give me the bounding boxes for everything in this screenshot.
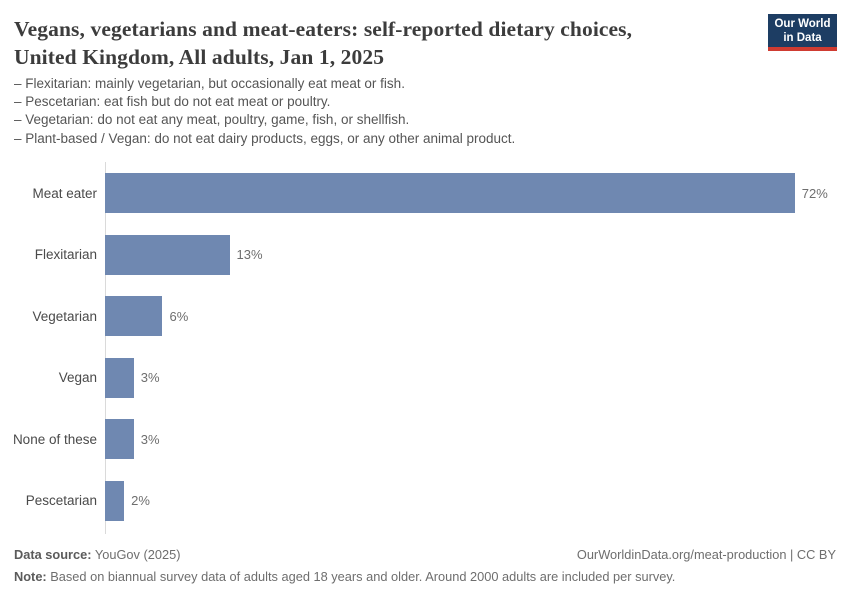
chart-subtitle: – Flexitarian: mainly vegetarian, but oc… <box>14 75 794 148</box>
footer-line-1: Data source: YouGov (2025) OurWorldinDat… <box>14 546 836 563</box>
value-label: 6% <box>169 308 189 324</box>
data-source-label: Data source: <box>14 547 92 562</box>
footer-note: Note: Based on biannual survey data of a… <box>14 568 836 585</box>
subtitle-line: – Vegetarian: do not eat any meat, poult… <box>14 112 410 128</box>
subtitle-line: – Plant-based / Vegan: do not eat dairy … <box>14 130 516 146</box>
bar[interactable] <box>105 419 134 459</box>
subtitle-line: – Pescetarian: eat fish but do not eat m… <box>14 94 331 110</box>
value-label: 2% <box>131 493 150 508</box>
owid-link[interactable]: OurWorldinData.org/meat-production | CC … <box>576 547 836 562</box>
chart-row: Vegetarian 6% <box>0 296 850 336</box>
value-label: 3% <box>140 431 160 447</box>
owid-logo-line2: in Data <box>783 32 822 44</box>
bar[interactable] <box>105 357 134 398</box>
category-label: Meat eater <box>32 185 97 201</box>
value-label: 72% <box>801 185 828 201</box>
bar-chart: Meat eater 72% Flexitarian 13% Vegetarian 6% V… <box>0 160 850 538</box>
data-source: Data source: YouGov (2025) <box>14 546 180 563</box>
chart-title-line1: Vegans, vegetarians and meat-eaters: sel… <box>14 17 633 41</box>
owid-logo[interactable]: Our World in Data <box>768 14 837 51</box>
chart-title-line2: United Kingdom, All adults, Jan 1, 2025 <box>14 45 385 69</box>
bar[interactable] <box>105 296 163 336</box>
bar[interactable] <box>105 173 795 213</box>
note-value: Based on biannual survey data of adults … <box>46 569 676 584</box>
category-label: Pescetarian <box>25 493 97 508</box>
category-label: Vegan <box>58 370 97 385</box>
bar[interactable] <box>105 480 125 521</box>
chart-title: Vegans, vegetarians and meat-eaters: sel… <box>14 15 759 71</box>
note-label: Note: <box>14 569 47 584</box>
subtitle-line: – Flexitarian: mainly vegetarian, but oc… <box>14 76 405 91</box>
category-label: Flexitarian <box>34 247 97 262</box>
data-source-value: YouGov (2025) <box>91 547 181 562</box>
chart-row: Pescetarian 2% <box>0 480 850 521</box>
chart-footer: Data source: YouGov (2025) OurWorldinDat… <box>14 546 836 585</box>
owid-logo-line1: Our World <box>774 18 831 30</box>
category-label: Vegetarian <box>32 308 97 324</box>
chart-row: None of these 3% <box>0 419 850 459</box>
bar-chart-rows: Meat eater 72% Flexitarian 13% Vegetarian 6% V… <box>0 173 850 542</box>
value-label: 13% <box>236 247 263 262</box>
y-axis-line <box>105 162 106 534</box>
chart-row: Flexitarian 13% <box>0 234 850 275</box>
category-label: None of these <box>12 431 97 447</box>
value-label: 3% <box>140 370 160 385</box>
chart-row: Vegan 3% <box>0 357 850 398</box>
chart-row: Meat eater 72% <box>0 173 850 213</box>
bar[interactable] <box>105 234 230 275</box>
